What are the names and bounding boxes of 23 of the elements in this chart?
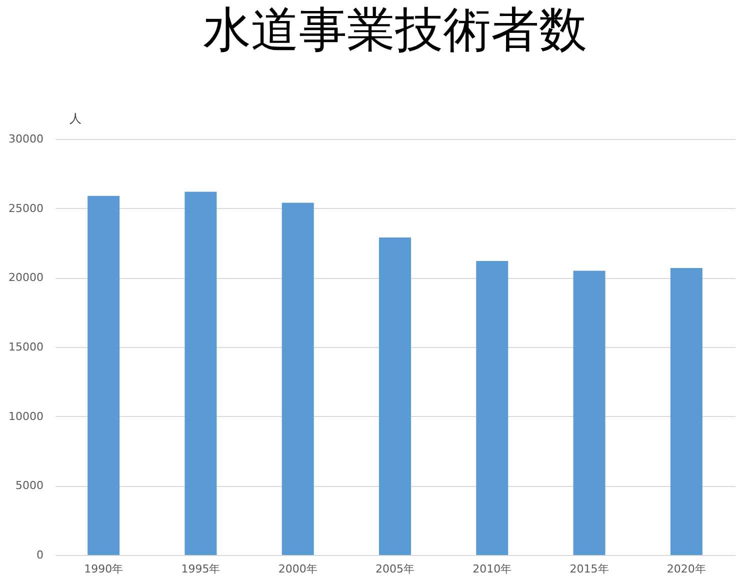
- y-tick-label: 15000: [8, 340, 44, 354]
- y-axis-title: 人: [70, 112, 82, 126]
- y-tick-label: 5000: [16, 479, 44, 492]
- bar: [573, 270, 606, 555]
- bar: [282, 202, 314, 555]
- bar: [184, 192, 217, 555]
- y-tick-label: 10000: [8, 410, 44, 423]
- y-tick-label: 20000: [8, 271, 44, 284]
- bar: [476, 261, 508, 555]
- x-tick-label: 2005年: [376, 562, 414, 576]
- bar: [379, 237, 411, 555]
- x-tick-label: 2020年: [666, 562, 706, 576]
- bar: [670, 268, 702, 555]
- y-tick-label: 30000: [8, 132, 44, 146]
- bar: [88, 196, 120, 555]
- x-tick-label: 1995年: [181, 562, 220, 576]
- x-tick-label: 2010年: [472, 562, 512, 576]
- chart-title: 水道事業技術者数: [203, 2, 587, 58]
- x-tick-label: 2015年: [570, 562, 609, 576]
- y-tick-label: 0: [36, 548, 44, 562]
- x-tick-label: 2000年: [278, 562, 318, 576]
- x-tick-label: 1990年: [84, 562, 124, 576]
- y-tick-label: 25000: [8, 202, 44, 215]
